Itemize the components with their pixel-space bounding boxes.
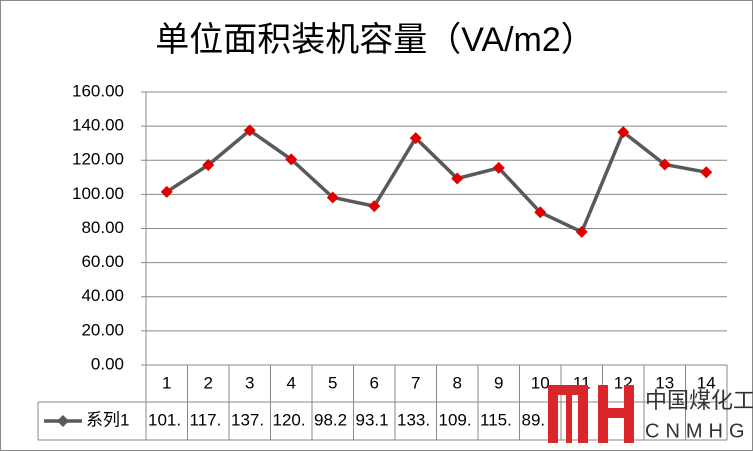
y-tick-label: 40.00	[81, 286, 124, 305]
table-value: 137.	[231, 410, 264, 429]
x-tick-label: 7	[411, 373, 420, 392]
chart-title: 单位面积装机容量（VA/m2）	[155, 21, 595, 59]
table-value: 117.	[190, 410, 222, 429]
marker	[326, 191, 339, 204]
marker	[243, 124, 256, 137]
table-value: 109.	[439, 410, 472, 429]
x-tick-label: 2	[204, 373, 213, 392]
y-tick-label: 120.00	[72, 150, 124, 169]
legend-marker	[57, 415, 69, 427]
marker	[285, 153, 298, 166]
table-value: 89.	[522, 410, 546, 429]
y-tick-label: 60.00	[81, 252, 124, 271]
y-tick-label: 20.00	[81, 320, 124, 339]
x-tick-label: 5	[328, 373, 337, 392]
y-tick-label: 140.00	[72, 116, 124, 135]
legend-label: 系列1	[86, 410, 129, 429]
table-value: 101.	[148, 410, 181, 429]
x-tick-label: 6	[370, 373, 379, 392]
marker	[368, 200, 381, 213]
marker	[575, 225, 588, 238]
marker	[409, 132, 422, 145]
x-tick-label: 4	[287, 373, 296, 392]
marker	[202, 159, 215, 172]
table-value: 93.1	[356, 410, 389, 429]
x-tick-label: 9	[494, 373, 503, 392]
x-tick-label: 14	[697, 373, 716, 392]
marker	[617, 126, 630, 139]
marker	[492, 161, 505, 174]
x-tick-label: 1	[162, 373, 171, 392]
y-tick-label: 100.00	[72, 184, 124, 203]
series-line	[165, 128, 707, 235]
marker	[700, 166, 713, 179]
logo-shape	[566, 395, 572, 443]
logo-shape	[624, 385, 634, 443]
watermark: 中国煤化工 CNMHG	[548, 385, 753, 443]
logo-shape	[598, 408, 634, 418]
logo-shape	[548, 385, 588, 395]
table-value: 115.	[480, 410, 512, 429]
y-tick-label: 160.00	[72, 81, 124, 100]
x-tick-label: 8	[453, 373, 462, 392]
logo-shape	[578, 385, 588, 443]
x-tick-label: 3	[245, 373, 254, 392]
marker	[658, 158, 671, 171]
table-value: 133.	[397, 410, 430, 429]
marker	[160, 185, 173, 198]
logo-shape	[548, 385, 558, 443]
table-value: 98.2	[314, 410, 347, 429]
table-value: 120.	[273, 410, 306, 429]
x-tick-label: 10	[531, 373, 550, 392]
x-tick-label: 13	[655, 373, 674, 392]
y-tick-label: 80.00	[81, 218, 124, 237]
y-tick-label: 0.00	[91, 354, 124, 373]
marker	[534, 206, 547, 219]
watermark-subtext: CNMHG	[645, 420, 751, 442]
marker	[451, 172, 464, 185]
watermark-text: 中国煤化工	[645, 388, 753, 413]
